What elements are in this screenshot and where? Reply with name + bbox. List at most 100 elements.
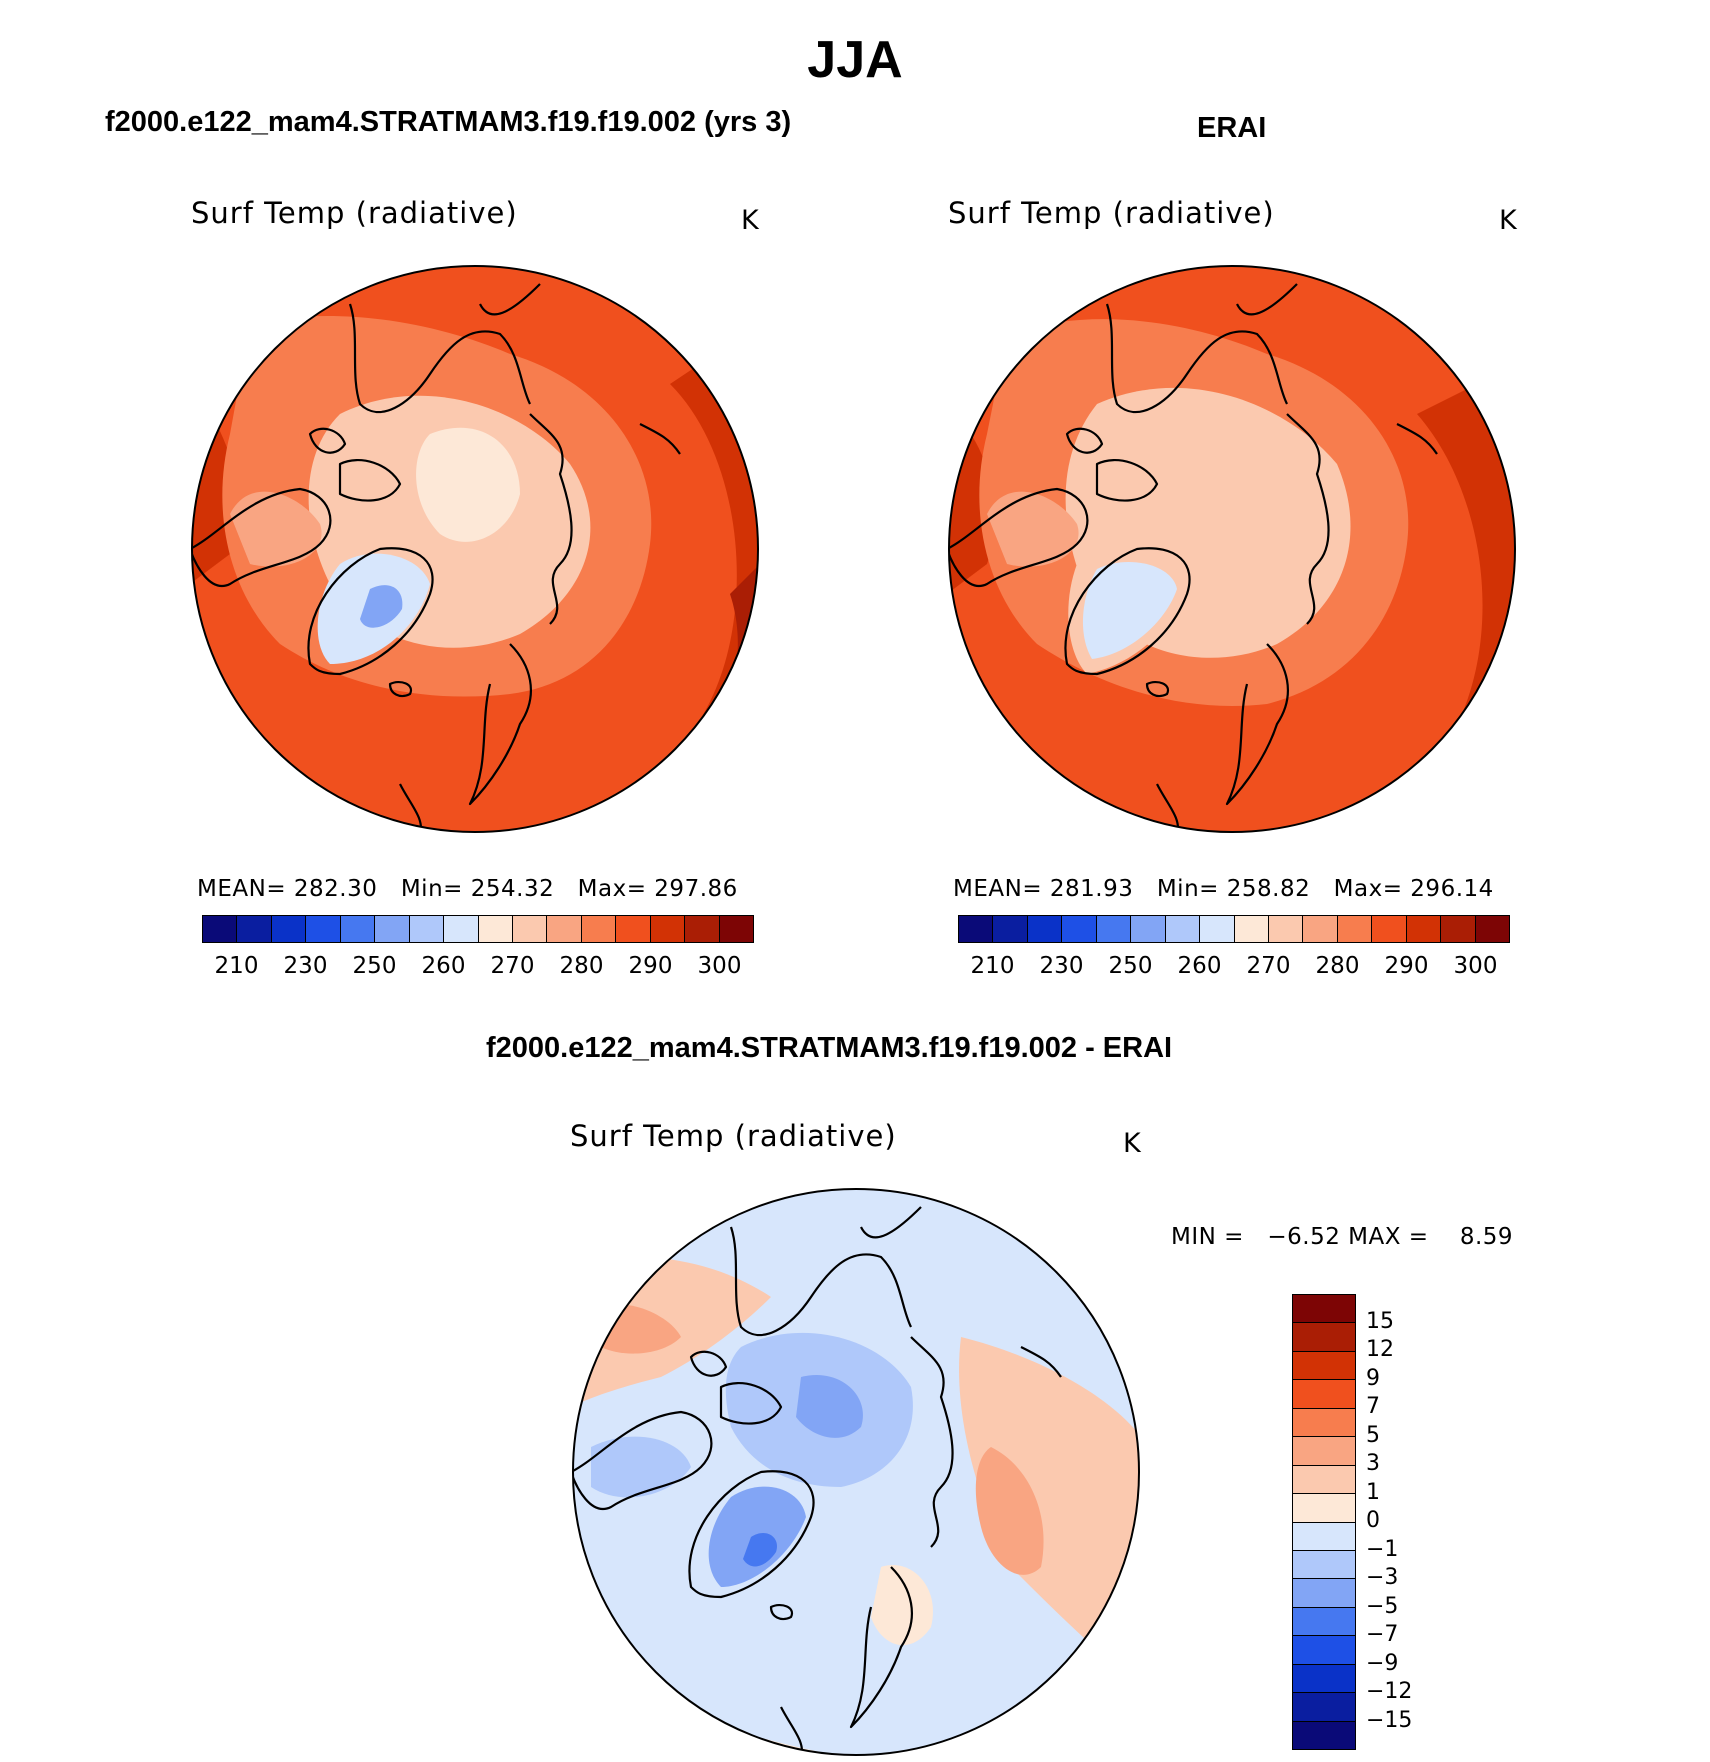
diff-colorbar-swatch xyxy=(1293,1579,1355,1608)
right-colorbar-tick-label: 210 xyxy=(970,953,1015,979)
diff-colorbar-swatch xyxy=(1293,1693,1355,1722)
right-colorbar-swatch xyxy=(1303,916,1338,942)
right-colorbar-tick-label: 230 xyxy=(1039,953,1084,979)
left-colorbar-swatch xyxy=(306,916,341,942)
right-max-label: Max= xyxy=(1333,876,1403,902)
right-max-value: 296.14 xyxy=(1410,876,1494,902)
diff-colorbar-swatch xyxy=(1293,1465,1355,1495)
left-colorbar-swatch xyxy=(512,916,548,942)
right-map-canada-band xyxy=(987,491,1079,567)
left-colorbar-tick-label: 270 xyxy=(490,953,535,979)
right-colorbar-swatch xyxy=(1062,916,1097,942)
diff-stats: MIN = −6.52 MAX = 8.59 xyxy=(1171,1224,1513,1250)
left-unit-label: K xyxy=(741,205,759,236)
left-colorbar-swatch xyxy=(203,916,238,942)
right-colorbar-tick-label: 290 xyxy=(1384,953,1429,979)
diff-colorbar-tick-label: 7 xyxy=(1366,1394,1380,1419)
diff-colorbar-swatch xyxy=(1293,1380,1355,1409)
left-colorbar-swatch xyxy=(478,916,513,942)
left-stats: MEAN= 282.30 Min= 254.32 Max= 297.86 xyxy=(197,876,738,902)
left-colorbar-tick-label: 280 xyxy=(559,953,604,979)
diff-colorbar-tick-label: −12 xyxy=(1366,1679,1413,1704)
diff-map-strong-warm-west xyxy=(601,1304,681,1354)
left-map-polar-cap xyxy=(416,427,520,542)
left-colorbar-swatch xyxy=(650,916,686,942)
right-colorbar-tick-label: 260 xyxy=(1177,953,1222,979)
right-unit-label: K xyxy=(1499,205,1517,236)
right-colorbar-swatch xyxy=(1096,916,1132,942)
right-min-value: 258.82 xyxy=(1226,876,1311,902)
diff-colorbar-tick-label: 9 xyxy=(1366,1365,1380,1391)
right-map-greenland-ice xyxy=(1082,561,1177,659)
left-colorbar-tick-label: 290 xyxy=(628,953,673,979)
diff-colorbar-tick-label: −15 xyxy=(1366,1707,1413,1733)
diff-map-cool-canada xyxy=(591,1436,691,1498)
left-map-coastlines xyxy=(192,283,681,832)
left-min-label: Min= xyxy=(400,876,463,902)
diff-colorbar-swatch xyxy=(1293,1607,1355,1637)
right-colorbar-swatch xyxy=(1475,916,1509,942)
right-mean-label: MEAN= xyxy=(953,876,1043,902)
diff-colorbar-tick-label: 0 xyxy=(1366,1508,1380,1533)
diff-unit-label: K xyxy=(1123,1128,1141,1159)
right-colorbar-swatch xyxy=(1337,916,1373,942)
diff-map-strongest-cool xyxy=(743,1532,777,1567)
right-colorbar-swatch xyxy=(1200,916,1235,942)
diff-colorbar-swatch xyxy=(1293,1437,1355,1466)
diff-colorbar-tick-label: 15 xyxy=(1366,1308,1394,1334)
right-min-label: Min= xyxy=(1156,876,1219,902)
diff-polar-map xyxy=(572,1188,1140,1756)
left-colorbar-tick-label: 250 xyxy=(352,953,397,979)
left-colorbar-swatch xyxy=(719,916,753,942)
diff-colorbar-tick-label: 5 xyxy=(1366,1422,1380,1448)
right-panel-title: ERAI xyxy=(1197,112,1267,144)
diff-colorbar-tick-label: 3 xyxy=(1366,1451,1380,1476)
diff-colorbar-swatch xyxy=(1293,1550,1355,1580)
left-colorbar-swatch xyxy=(616,916,651,942)
right-colorbar-tick-label: 300 xyxy=(1453,953,1498,979)
right-colorbar-swatch xyxy=(1131,916,1166,942)
diff-variable-label: Surf Temp (radiative) xyxy=(570,1119,897,1153)
right-colorbar-swatch xyxy=(1372,916,1407,942)
diff-colorbar-swatch xyxy=(1293,1351,1355,1381)
diff-colorbar-swatch xyxy=(1293,1636,1355,1665)
right-polar-map xyxy=(948,265,1516,833)
diff-colorbar-tick-label: −1 xyxy=(1366,1536,1399,1562)
right-variable-label: Surf Temp (radiative) xyxy=(948,196,1275,230)
diff-map-warm-anomaly-east xyxy=(959,1337,1139,1687)
left-colorbar-swatch xyxy=(685,916,720,942)
left-colorbar-swatch xyxy=(237,916,272,942)
diff-map-slight-warm-europe xyxy=(871,1565,933,1646)
diff-map-strong-cool-arctic xyxy=(796,1375,863,1438)
right-colorbar-ticks: 210 230 250 260 270 280 290 300 xyxy=(958,953,1510,983)
left-polar-map xyxy=(191,265,759,833)
diff-colorbar-swatch xyxy=(1293,1323,1355,1352)
right-colorbar-tick-label: 270 xyxy=(1246,953,1291,979)
diff-min-label: MIN = xyxy=(1171,1224,1244,1250)
diff-map-strong-warm-east xyxy=(975,1447,1044,1575)
right-mean-value: 281.93 xyxy=(1049,876,1134,902)
right-colorbar-swatch xyxy=(1268,916,1304,942)
left-colorbar-tick-label: 210 xyxy=(214,953,259,979)
left-colorbar-tick-label: 300 xyxy=(697,953,742,979)
left-colorbar-swatch xyxy=(444,916,479,942)
left-mean-value: 282.30 xyxy=(293,876,378,902)
diff-panel-title: f2000.e122_mam4.STRATMAM3.f19.f19.002 - … xyxy=(486,1032,1173,1064)
diff-max-value: 8.59 xyxy=(1459,1224,1514,1250)
diff-colorbar-swatch xyxy=(1293,1295,1355,1324)
left-colorbar-swatch xyxy=(271,916,307,942)
diff-colorbar-tick-label: 12 xyxy=(1366,1337,1394,1362)
left-colorbar-swatch xyxy=(547,916,582,942)
left-variable-label: Surf Temp (radiative) xyxy=(191,196,518,230)
left-colorbar-tick-label: 230 xyxy=(283,953,328,979)
left-mean-label: MEAN= xyxy=(197,876,287,902)
left-max-value: 297.86 xyxy=(654,876,738,902)
main-title: JJA xyxy=(807,31,903,89)
right-colorbar-tick-label: 250 xyxy=(1108,953,1153,979)
diff-colorbar-tick-label: −3 xyxy=(1366,1565,1399,1590)
diff-colorbar-tick-label: −5 xyxy=(1366,1593,1399,1619)
diff-colorbar-ticks: 15 12 9 7 5 3 1 0 −1 −3 −5 −7 −9 −12 −15 xyxy=(1366,1294,1446,1750)
left-colorbar-swatch xyxy=(340,916,376,942)
right-colorbar-swatch xyxy=(1165,916,1201,942)
diff-colorbar-tick-label: 1 xyxy=(1366,1479,1380,1505)
